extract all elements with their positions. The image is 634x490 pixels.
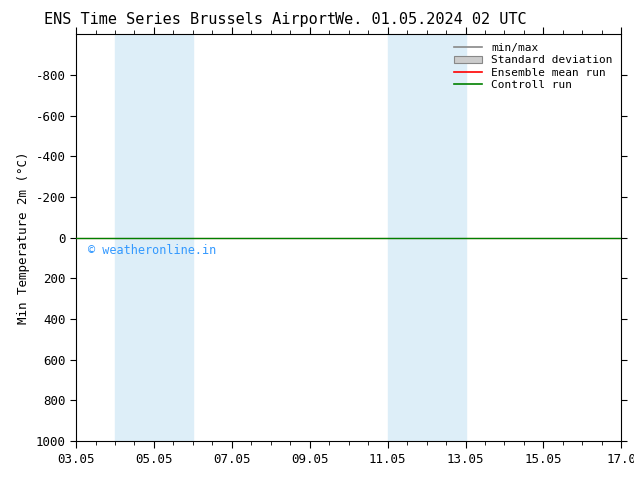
Legend: min/max, Standard deviation, Ensemble mean run, Controll run: min/max, Standard deviation, Ensemble me… (451, 40, 616, 93)
Bar (115, 34, 193, 441)
Bar (387, 34, 465, 441)
Text: We. 01.05.2024 02 UTC: We. 01.05.2024 02 UTC (335, 12, 527, 27)
Text: ENS Time Series Brussels Airport: ENS Time Series Brussels Airport (44, 12, 336, 27)
Y-axis label: Min Temperature 2m (°C): Min Temperature 2m (°C) (17, 151, 30, 324)
Text: © weatheronline.in: © weatheronline.in (87, 244, 216, 257)
